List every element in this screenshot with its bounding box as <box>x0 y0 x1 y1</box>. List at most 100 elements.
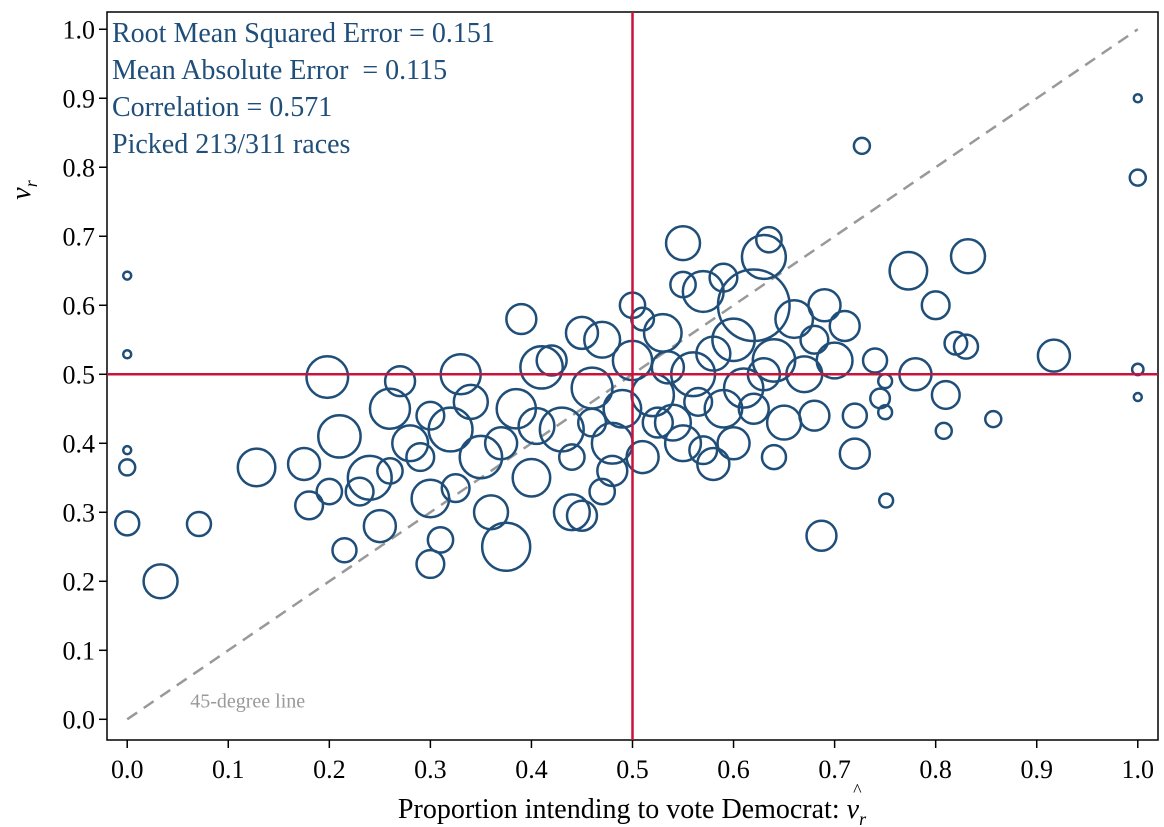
bubble <box>740 233 788 281</box>
bubble <box>286 446 322 482</box>
bubble <box>121 349 133 360</box>
bubble <box>121 444 133 456</box>
bubble <box>716 426 751 461</box>
bubble <box>362 508 398 544</box>
bubble <box>642 312 683 353</box>
bubble <box>952 333 980 360</box>
bubble <box>876 404 894 421</box>
y-tick-label: 0.0 <box>63 705 96 734</box>
bubble <box>751 338 797 383</box>
bubble <box>564 315 600 351</box>
y-label-symbol: v <box>6 187 37 200</box>
bubble <box>869 387 892 410</box>
x-label-symbol: v <box>847 794 860 825</box>
bubble <box>711 317 756 363</box>
x-tick-label: 0.3 <box>414 755 447 784</box>
bubble <box>426 525 455 554</box>
bubble <box>391 424 430 463</box>
bubble <box>815 341 854 380</box>
bubble <box>888 250 929 291</box>
bubble <box>415 400 446 431</box>
y-tick-label: 1.0 <box>63 15 96 44</box>
bubble <box>565 499 599 532</box>
bubble <box>236 447 277 488</box>
bubble <box>1132 391 1144 403</box>
bubble <box>708 262 739 293</box>
bubble <box>117 458 137 477</box>
y-tick-label: 0.7 <box>63 222 96 251</box>
bubbles <box>113 93 1148 600</box>
bubble <box>452 383 490 421</box>
bubble <box>774 299 815 340</box>
bubble <box>877 492 895 509</box>
bubble <box>583 320 622 359</box>
y-tick-label: 0.9 <box>63 84 96 113</box>
bubble <box>576 407 608 438</box>
bubble <box>799 324 830 355</box>
x-tick-label: 1.0 <box>1122 755 1155 784</box>
bubble <box>415 548 446 580</box>
bubble <box>765 404 803 441</box>
x-tick-label: 0.6 <box>717 755 750 784</box>
bubble <box>317 413 362 459</box>
bubble <box>519 344 564 390</box>
bubble <box>557 443 586 471</box>
bubble <box>552 493 592 532</box>
bubble <box>113 510 141 537</box>
bubble <box>440 473 471 504</box>
bubble <box>984 409 1003 429</box>
x-label-text: Proportion intending to vote Democrat: <box>398 794 847 825</box>
bubble <box>376 456 404 485</box>
x-tick-label: 0.7 <box>818 755 851 784</box>
bubble <box>737 392 770 425</box>
bubble <box>798 399 831 432</box>
bubble <box>930 379 961 411</box>
bubble <box>828 309 861 343</box>
bubble <box>755 225 783 254</box>
bubble <box>142 563 179 600</box>
bubble <box>805 519 838 552</box>
bubble <box>760 443 788 471</box>
bubble <box>305 355 350 400</box>
bubble <box>688 435 719 466</box>
x-tick-label: 0.1 <box>212 755 245 784</box>
bubble <box>344 476 375 507</box>
bubble <box>920 290 951 321</box>
x-axis-label: Proportion intending to vote Democrat: v… <box>398 794 867 827</box>
y-tick-label: 0.4 <box>63 429 96 458</box>
diagonal-label: 45-degree line <box>190 690 305 712</box>
bubble <box>383 364 417 398</box>
bubble <box>511 457 552 498</box>
bubble <box>315 477 344 506</box>
bubble <box>1128 168 1148 187</box>
bubble <box>505 302 538 336</box>
bubble <box>1132 93 1144 104</box>
bubble <box>121 270 133 281</box>
y-axis-label: vr <box>6 179 41 199</box>
bubble <box>368 387 412 431</box>
bubble <box>861 347 889 374</box>
bubble <box>625 439 660 475</box>
bubble <box>294 490 325 521</box>
bubble <box>841 402 869 429</box>
bubble <box>596 454 629 488</box>
bubble <box>458 434 504 480</box>
bubble <box>838 437 872 470</box>
y-tick-label: 0.6 <box>63 291 96 320</box>
bubble <box>716 268 791 343</box>
bubble <box>934 421 954 441</box>
bubble <box>807 288 842 323</box>
x-tick-label: 0.5 <box>616 755 649 784</box>
bubble <box>653 403 693 442</box>
bubble <box>669 270 697 299</box>
bubble <box>588 477 617 506</box>
bubble <box>876 372 894 390</box>
annotation: Root Mean Squared Error = 0.151 <box>112 18 495 49</box>
y-tick-label: 0.2 <box>63 567 96 596</box>
x-label-subscript: r <box>859 809 867 827</box>
bubble <box>331 536 358 564</box>
y-tick-label: 0.5 <box>63 360 96 389</box>
bubble <box>722 367 765 409</box>
bubble <box>602 388 643 429</box>
y-tick-label: 0.3 <box>63 498 96 527</box>
